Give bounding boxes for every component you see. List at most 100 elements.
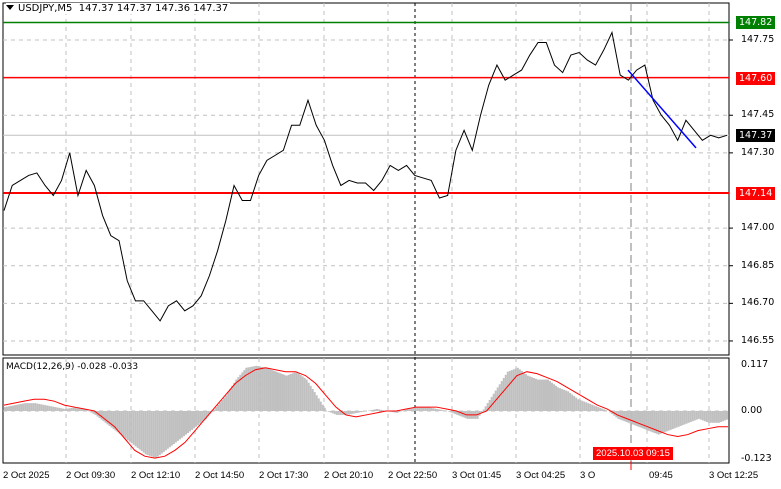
macd-bar xyxy=(353,411,356,414)
macd-bar xyxy=(331,411,334,414)
macd-bar xyxy=(211,411,214,412)
ohlc-values: 147.37 147.37 147.36 147.37 xyxy=(78,3,229,14)
macd-bar xyxy=(78,407,81,411)
macd-bar xyxy=(480,411,483,413)
macd-bar xyxy=(359,411,362,413)
macd-bar xyxy=(168,411,171,448)
macd-bar xyxy=(440,409,443,411)
macd-bar xyxy=(84,409,87,411)
macd-bar xyxy=(225,395,228,411)
macd-bar xyxy=(323,407,326,411)
macd-bar xyxy=(565,390,568,411)
macd-bar xyxy=(575,397,578,411)
macd-bar xyxy=(187,411,190,434)
macd-bar xyxy=(486,403,489,411)
macd-bar xyxy=(534,378,537,411)
macd-bar xyxy=(92,411,95,414)
macd-bar xyxy=(524,374,527,411)
macd-bar xyxy=(191,411,194,430)
macd-bar xyxy=(601,408,604,411)
macd-bar xyxy=(571,394,574,411)
macd-bar xyxy=(703,411,706,422)
macd-bar xyxy=(673,411,676,429)
macd-bar xyxy=(245,367,248,411)
macd-bar xyxy=(641,411,644,429)
macd-bar xyxy=(448,411,451,412)
macd-bar xyxy=(428,407,431,411)
macd-bar xyxy=(438,409,441,411)
macd-bar xyxy=(4,407,6,411)
macd-bar xyxy=(649,411,652,432)
macd-bar xyxy=(301,376,304,411)
macd-bar xyxy=(625,411,628,423)
macd-bar xyxy=(94,411,97,415)
macd-bar xyxy=(663,411,666,433)
macd-bar xyxy=(721,411,724,422)
macd-bar xyxy=(357,411,360,413)
macd-bar xyxy=(237,377,240,411)
macd-bar xyxy=(516,367,519,411)
macd-bar xyxy=(321,404,324,411)
macd-bar xyxy=(86,410,89,411)
macd-bar xyxy=(289,374,292,411)
macd-bar xyxy=(28,403,31,411)
macd-bar xyxy=(229,388,232,411)
macd-bar xyxy=(510,370,513,411)
macd-bar xyxy=(227,392,230,411)
macd-bar xyxy=(62,408,65,411)
macd-bar xyxy=(522,372,525,411)
macd-bar xyxy=(114,411,117,431)
macd-bar xyxy=(58,407,61,411)
macd-bar xyxy=(305,379,308,411)
macd-bar xyxy=(679,411,682,426)
macd-bar xyxy=(599,407,602,411)
macd-bar xyxy=(418,407,421,411)
macd-bar xyxy=(277,372,280,411)
macd-bar xyxy=(8,406,11,411)
macd-bar xyxy=(104,411,107,423)
macd-bar xyxy=(12,405,15,411)
macd-bar xyxy=(621,411,624,421)
macd-bar xyxy=(102,411,105,422)
macd-bar xyxy=(56,407,59,411)
macd-bar xyxy=(452,411,455,414)
macd-bar xyxy=(717,411,720,423)
macd-bar xyxy=(150,411,153,457)
macd-bar xyxy=(195,411,198,427)
macd-tick: -0.123 xyxy=(741,453,772,465)
macd-bar xyxy=(281,374,284,411)
macd-bar xyxy=(557,387,560,411)
macd-bar xyxy=(110,411,113,428)
macd-bar xyxy=(112,411,115,430)
macd-bar xyxy=(249,366,252,411)
price-tick: 147.75 xyxy=(741,34,775,45)
macd-bar xyxy=(100,411,103,420)
macd-bar xyxy=(329,411,332,413)
macd-bar xyxy=(567,391,570,411)
macd-bar xyxy=(410,408,413,411)
time-tick: 2 Oct 2025 xyxy=(3,470,50,481)
dropdown-triangle-icon[interactable] xyxy=(6,5,14,10)
macd-bar xyxy=(82,408,85,411)
macd-bar xyxy=(587,403,590,411)
macd-bar xyxy=(203,411,206,421)
macd-bar xyxy=(235,379,238,411)
macd-bar xyxy=(285,375,288,411)
macd-bar xyxy=(80,408,83,411)
macd-bar xyxy=(307,382,310,411)
macd-bar xyxy=(48,405,51,411)
macd-bar xyxy=(639,411,642,428)
macd-bar xyxy=(392,411,395,413)
macd-bar xyxy=(122,411,125,437)
macd-bar xyxy=(540,379,543,411)
macd-bar xyxy=(182,411,185,437)
macd-bar xyxy=(261,366,264,411)
macd-bar xyxy=(170,411,173,446)
macd-bar xyxy=(374,409,377,411)
macd-bar xyxy=(665,411,668,432)
macd-bar xyxy=(482,409,485,411)
macd-bar xyxy=(683,411,686,425)
macd-bar xyxy=(490,396,493,411)
macd-bar xyxy=(154,411,157,459)
